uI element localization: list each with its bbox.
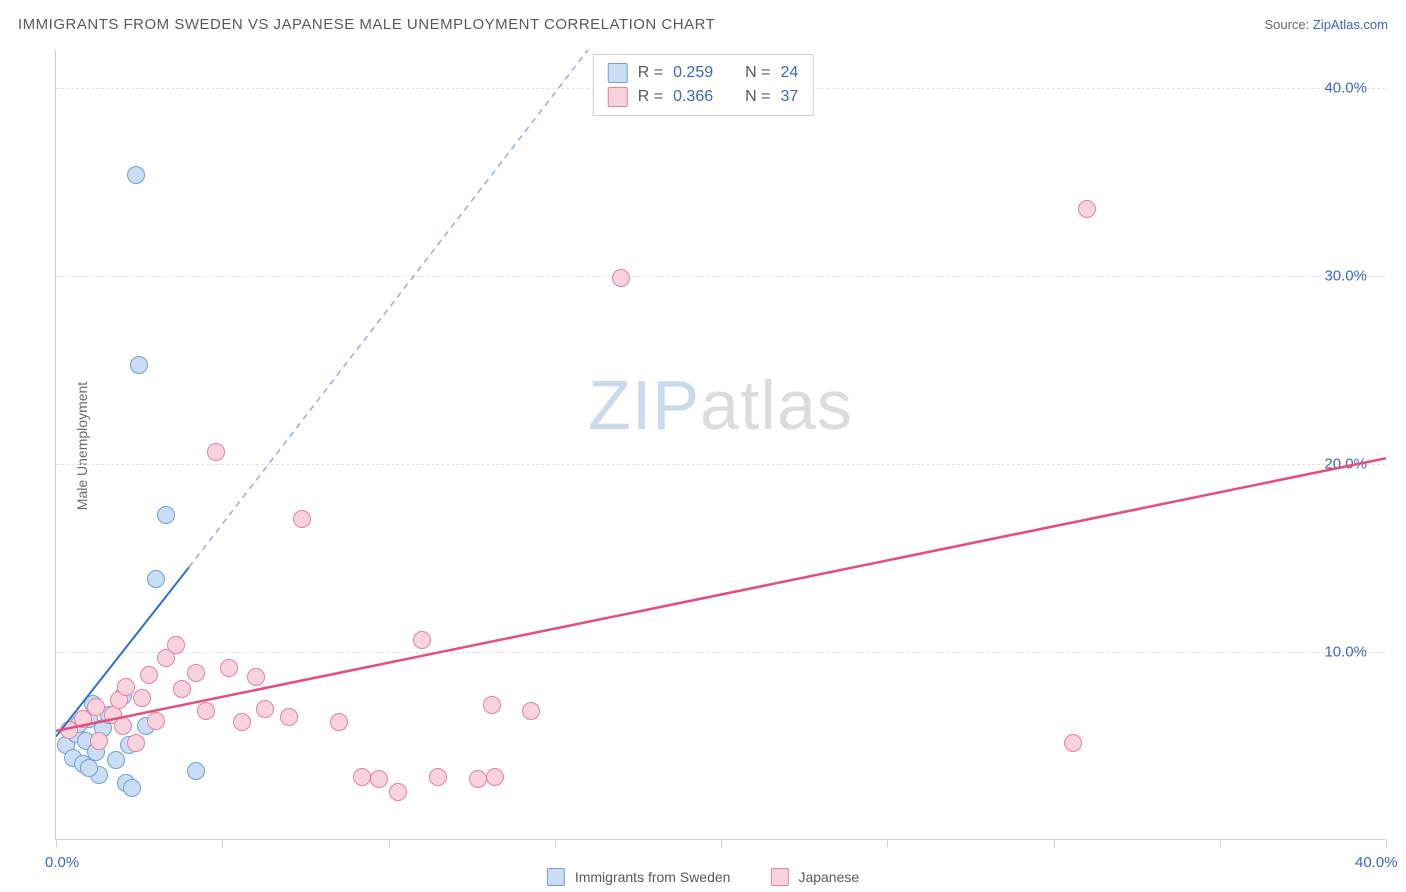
x-tick: [1054, 839, 1055, 847]
data-point-japanese: [87, 698, 105, 716]
data-point-japanese: [117, 678, 135, 696]
data-point-sweden: [157, 506, 175, 524]
stat-n-label: N =: [745, 64, 770, 82]
data-point-japanese: [429, 768, 447, 786]
gridline: [56, 276, 1385, 277]
gridline: [56, 464, 1385, 465]
x-tick: [887, 839, 888, 847]
x-tick-label-end: 40.0%: [1355, 854, 1398, 871]
stat-r-label: R =: [638, 64, 663, 82]
data-point-japanese: [1078, 200, 1096, 218]
y-tick-label: 10.0%: [1324, 643, 1367, 660]
stat-r-value: 0.366: [673, 88, 713, 106]
legend-item-sweden: Immigrants from Sweden: [547, 868, 731, 886]
data-point-japanese: [133, 689, 151, 707]
bottom-legend: Immigrants from Sweden Japanese: [547, 868, 859, 886]
x-tick: [222, 839, 223, 847]
data-point-japanese: [256, 700, 274, 718]
data-point-japanese: [187, 664, 205, 682]
data-point-sweden: [130, 356, 148, 374]
x-tick: [1220, 839, 1221, 847]
data-point-japanese: [173, 680, 191, 698]
x-tick: [389, 839, 390, 847]
data-point-sweden: [147, 570, 165, 588]
x-tick: [721, 839, 722, 847]
legend-item-japanese: Japanese: [770, 868, 859, 886]
stats-row-japanese: R = 0.366 N = 37: [608, 85, 799, 109]
data-point-japanese: [330, 713, 348, 731]
data-point-japanese: [114, 717, 132, 735]
legend-label: Japanese: [798, 869, 859, 885]
data-point-sweden: [187, 762, 205, 780]
x-tick: [1386, 839, 1387, 847]
watermark: ZIPatlas: [588, 365, 853, 445]
stat-r-label: R =: [638, 88, 663, 106]
data-point-sweden: [127, 166, 145, 184]
source-link[interactable]: ZipAtlas.com: [1313, 17, 1388, 32]
data-point-japanese: [197, 702, 215, 720]
data-point-japanese: [469, 770, 487, 788]
legend-swatch-japanese-icon: [770, 868, 788, 886]
data-point-japanese: [207, 443, 225, 461]
header: IMMIGRANTS FROM SWEDEN VS JAPANESE MALE …: [0, 0, 1406, 48]
data-point-japanese: [90, 732, 108, 750]
x-tick: [555, 839, 556, 847]
data-point-japanese: [220, 659, 238, 677]
data-point-japanese: [127, 734, 145, 752]
chart-title: IMMIGRANTS FROM SWEDEN VS JAPANESE MALE …: [18, 16, 715, 33]
data-point-sweden: [80, 759, 98, 777]
data-point-japanese: [389, 783, 407, 801]
x-tick: [56, 839, 57, 847]
stat-r-value: 0.259: [673, 64, 713, 82]
data-point-japanese: [370, 770, 388, 788]
data-point-japanese: [413, 631, 431, 649]
stat-n-label: N =: [745, 88, 770, 106]
data-point-japanese: [293, 510, 311, 528]
swatch-japanese-icon: [608, 87, 628, 107]
stat-n-value: 24: [780, 64, 798, 82]
gridline: [56, 652, 1385, 653]
y-tick-label: 30.0%: [1324, 267, 1367, 284]
data-point-japanese: [167, 636, 185, 654]
data-point-japanese: [147, 712, 165, 730]
data-point-japanese: [353, 768, 371, 786]
source-prefix: Source:: [1264, 17, 1312, 32]
trend-lines: [56, 50, 1386, 840]
plot-area: ZIPatlas 10.0% 20.0% 30.0% 40.0%: [55, 50, 1385, 840]
x-tick-label-start: 0.0%: [45, 854, 79, 871]
y-tick-label: 20.0%: [1324, 455, 1367, 472]
data-point-japanese: [1064, 734, 1082, 752]
data-point-japanese: [522, 702, 540, 720]
data-point-japanese: [483, 696, 501, 714]
swatch-sweden-icon: [608, 63, 628, 83]
data-point-sweden: [123, 779, 141, 797]
source: Source: ZipAtlas.com: [1264, 17, 1388, 32]
y-tick-label: 40.0%: [1324, 79, 1367, 96]
stats-row-sweden: R = 0.259 N = 24: [608, 61, 799, 85]
watermark-zip: ZIP: [588, 366, 700, 444]
watermark-atlas: atlas: [700, 366, 853, 444]
legend-label: Immigrants from Sweden: [575, 869, 731, 885]
data-point-japanese: [280, 708, 298, 726]
data-point-japanese: [140, 666, 158, 684]
data-point-japanese: [233, 713, 251, 731]
stat-n-value: 37: [780, 88, 798, 106]
stats-legend: R = 0.259 N = 24 R = 0.366 N = 37: [593, 54, 814, 116]
data-point-japanese: [247, 668, 265, 686]
data-point-japanese: [486, 768, 504, 786]
legend-swatch-sweden-icon: [547, 868, 565, 886]
data-point-sweden: [107, 751, 125, 769]
data-point-japanese: [612, 269, 630, 287]
